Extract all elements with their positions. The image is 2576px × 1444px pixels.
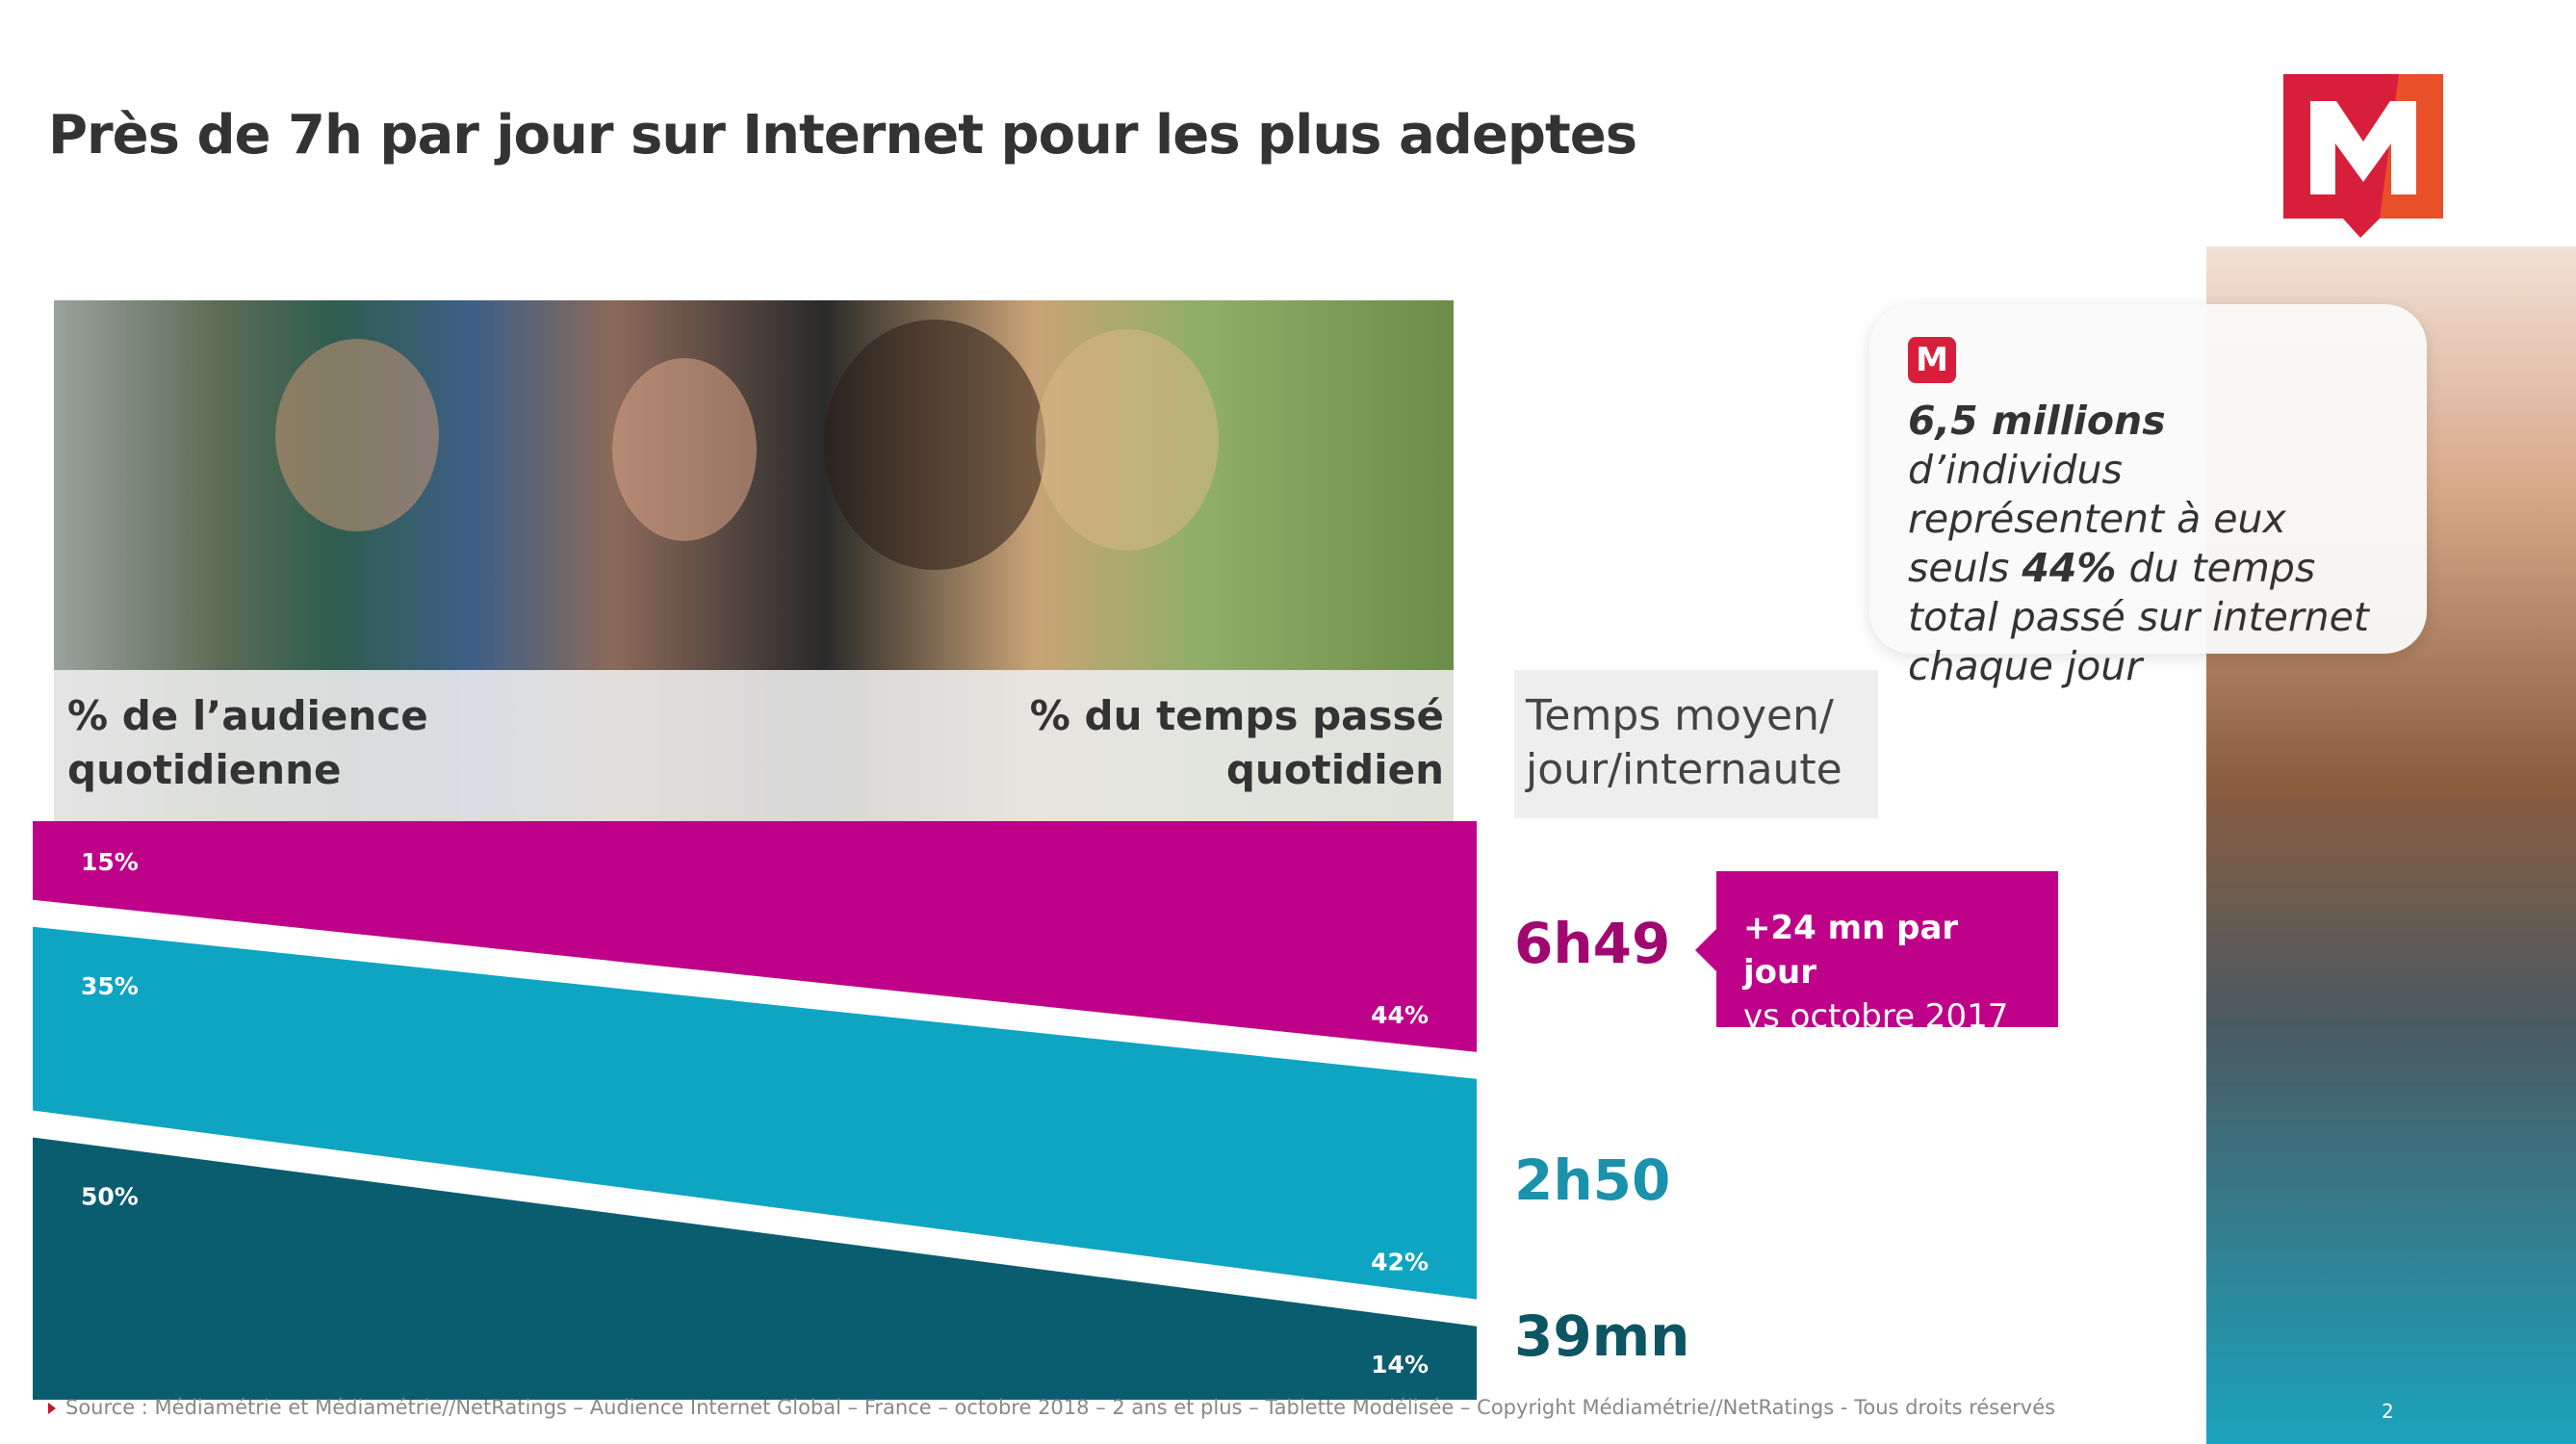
- page-number: 2: [2382, 1400, 2394, 1423]
- quote-bold2: 44%: [2022, 545, 2117, 591]
- avg-time-header: Temps moyen/ jour/internaute: [1514, 670, 1878, 818]
- band-0: [33, 821, 1477, 1052]
- source-note: Source : Médiamétrie et Médiamétrie//Net…: [48, 1396, 2055, 1419]
- callout-line1: +24 mn par jour: [1743, 909, 1959, 992]
- band-1: [33, 926, 1477, 1300]
- avg-time-light: 39mn: [1514, 1303, 1690, 1369]
- time-label-1: 42%: [1371, 1249, 1429, 1276]
- time-share-header: % du temps passé quotidien: [1029, 692, 1444, 793]
- quote-bold1: 6,5 millions: [1908, 398, 2166, 444]
- slide-title: Près de 7h par jour sur Internet pour le…: [48, 104, 1637, 167]
- mediametrie-logo: [2283, 74, 2443, 238]
- audience-label-1: 35%: [81, 972, 139, 1000]
- audience-label-2: 50%: [81, 1183, 139, 1211]
- quote-text2: du temps total passé sur internet chaque…: [1908, 545, 2369, 689]
- audience-header: % de l’audience quotidienne: [67, 692, 428, 793]
- time-label-0: 44%: [1371, 1001, 1429, 1029]
- quote-text1: d’individus représentent à eux seuls: [1908, 447, 2286, 591]
- header-band: [54, 670, 1454, 821]
- avg-time-heavy: 6h49: [1514, 911, 1671, 976]
- mediametrie-small-logo: M: [1908, 337, 1956, 383]
- band-2: [33, 1137, 1477, 1400]
- growth-callout: +24 mn par jour vs octobre 2017: [1695, 871, 2058, 1036]
- audience-label-0: 15%: [81, 848, 139, 876]
- time-label-2: 14%: [1371, 1351, 1429, 1379]
- avg-time-medium: 2h50: [1514, 1147, 1671, 1213]
- callout-line2: vs octobre 2017: [1743, 997, 2009, 1036]
- quote-box: M 6,5 millions d’individus représentent …: [1869, 304, 2427, 689]
